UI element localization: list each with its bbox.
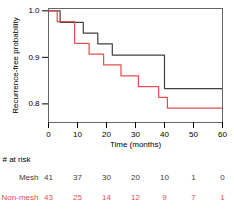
svg-text:7: 7: [191, 193, 196, 202]
svg-text:Non-mesh: Non-mesh: [2, 193, 39, 202]
svg-text:12: 12: [131, 193, 140, 202]
svg-text:0.9: 0.9: [28, 53, 40, 62]
svg-text:14: 14: [102, 193, 111, 202]
svg-text:10: 10: [73, 130, 82, 139]
svg-text:40: 40: [160, 130, 169, 139]
svg-text:Time (months): Time (months): [110, 140, 162, 149]
svg-text:10: 10: [160, 173, 169, 182]
svg-text:9: 9: [162, 193, 167, 202]
svg-text:30: 30: [102, 173, 111, 182]
svg-text:0.8: 0.8: [28, 99, 40, 108]
svg-text:0: 0: [46, 130, 51, 139]
svg-text:20: 20: [102, 130, 111, 139]
svg-text:1: 1: [220, 193, 225, 202]
svg-text:43: 43: [44, 193, 53, 202]
svg-text:20: 20: [131, 173, 140, 182]
svg-text:41: 41: [44, 173, 53, 182]
svg-text:1: 1: [191, 173, 196, 182]
svg-text:1.0: 1.0: [28, 6, 40, 15]
svg-text:# at risk: # at risk: [3, 155, 32, 164]
svg-text:0: 0: [220, 173, 225, 182]
svg-text:60: 60: [218, 130, 227, 139]
svg-text:30: 30: [131, 130, 140, 139]
svg-text:25: 25: [73, 193, 82, 202]
svg-text:50: 50: [189, 130, 198, 139]
svg-text:Recurrence-free probability: Recurrence-free probability: [11, 17, 20, 114]
svg-text:Mesh: Mesh: [19, 173, 39, 182]
svg-text:37: 37: [73, 173, 82, 182]
